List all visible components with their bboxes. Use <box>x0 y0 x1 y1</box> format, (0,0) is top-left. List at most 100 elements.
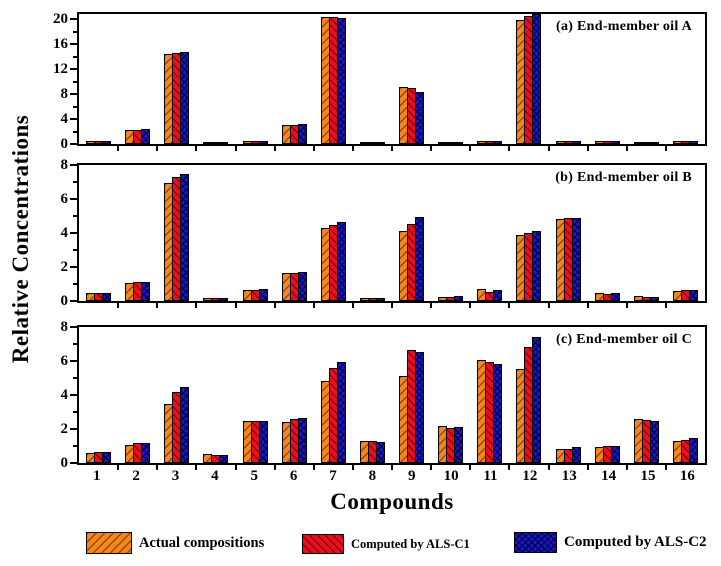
bar-c2-compound-7 <box>336 221 346 301</box>
x-axis-tick <box>273 465 276 470</box>
bar-c2-compound-4 <box>219 297 229 301</box>
bar-group-compound-12 <box>509 14 548 144</box>
bar-c2-compound-3 <box>180 52 190 144</box>
bar-group-compound-9 <box>392 14 431 144</box>
bar-c2-compound-8 <box>375 297 385 301</box>
bar-c2-compound-9 <box>415 91 425 144</box>
x-axis-tick <box>234 303 237 308</box>
y-axis-tick <box>70 93 77 95</box>
x-axis-tick-label: 9 <box>407 468 416 484</box>
y-axis-tick-label: 4 <box>60 225 69 241</box>
x-axis-tick-label: 12 <box>522 468 538 484</box>
y-axis-tick-label: 4 <box>60 387 69 403</box>
x-axis-tick <box>195 146 198 151</box>
bar-c2-compound-1 <box>102 292 112 301</box>
x-axis-tick <box>312 303 315 308</box>
x-axis-tick-labels: 1 2 3 4 5 6 7 8 9 10 11 12 13 14 15 16 <box>77 468 707 485</box>
bar-c2-compound-6 <box>297 417 307 463</box>
x-axis-tick-label: 14 <box>601 468 617 484</box>
bar-group-compound-8 <box>353 14 392 144</box>
bar-group-compound-14 <box>588 327 627 463</box>
y-axis-minor-tick <box>73 445 77 447</box>
bar-c2-compound-15 <box>649 142 659 144</box>
bar-c2-compound-13 <box>571 217 581 301</box>
bar-group-compound-13 <box>549 327 588 463</box>
x-axis-tick <box>312 465 315 470</box>
chart-panel-c: 0 2 4 6 8 (c) End-member oil C <box>61 319 707 471</box>
bar-c2-compound-16 <box>688 140 698 144</box>
bar-c2-compound-5 <box>258 421 268 463</box>
bar-c2-compound-2 <box>141 129 151 144</box>
bar-group-compound-12 <box>509 327 548 463</box>
x-axis-tick <box>430 303 433 308</box>
bar-group-compound-6 <box>275 165 314 301</box>
x-axis-tick <box>430 146 433 151</box>
bar-group-compound-8 <box>353 327 392 463</box>
x-axis-tick <box>117 146 120 151</box>
y-axis-tick <box>70 118 77 120</box>
bar-group-compound-13 <box>549 165 588 301</box>
y-axis-tick-label: 8 <box>60 157 69 173</box>
y-axis-tick-label: 12 <box>53 61 68 77</box>
bar-group-compound-10 <box>431 14 470 144</box>
y-axis-minor-tick <box>73 55 77 58</box>
bar-group-compound-15 <box>627 165 666 301</box>
bar-c2-compound-11 <box>493 140 503 144</box>
bar-c2-compound-4 <box>219 142 229 144</box>
x-axis-tick <box>469 465 472 470</box>
x-axis-tick <box>391 465 393 470</box>
x-axis-tick-label: 5 <box>250 468 258 484</box>
x-axis-tick <box>351 303 354 308</box>
bar-c2-compound-9 <box>415 216 425 301</box>
bar-group-compound-13 <box>549 14 588 144</box>
x-axis-tick <box>351 465 354 470</box>
x-axis-tick <box>547 303 550 308</box>
x-axis-tick <box>664 303 667 308</box>
y-axis-tick <box>70 164 77 166</box>
bar-c2-compound-2 <box>141 442 151 463</box>
bar-group-compound-1 <box>79 165 118 301</box>
bar-group-compound-4 <box>196 14 235 144</box>
y-axis-tick-label: 20 <box>53 11 68 27</box>
x-axis-tick <box>664 146 667 151</box>
panel-label-b: (b) End-member oil B <box>555 170 692 185</box>
bar-group-compound-6 <box>275 14 314 144</box>
y-axis-tick <box>70 143 77 145</box>
y-axis-minor-tick <box>73 181 77 183</box>
bar-c2-compound-5 <box>258 140 268 144</box>
bar-c2-compound-14 <box>610 293 620 301</box>
x-axis-tick <box>469 146 472 151</box>
bar-c2-compound-11 <box>493 364 503 463</box>
bar-group-compound-7 <box>314 327 353 463</box>
bar-c2-compound-3 <box>180 174 190 301</box>
bar-group-compound-6 <box>275 327 314 463</box>
x-axis-tick <box>625 465 628 470</box>
y-axis-tick-label: 0 <box>60 136 69 152</box>
bar-group-compound-5 <box>236 327 275 463</box>
bar-group-compound-9 <box>392 327 431 463</box>
y-axis-title: Relative Concentrations <box>8 114 33 364</box>
y-axis-minor-tick <box>73 130 77 133</box>
x-axis-tick-label: 10 <box>443 468 459 484</box>
chart-panel-a: 0 4 8 12 16 20 (a) End-member oil A <box>53 11 707 152</box>
bar-c2-compound-5 <box>258 289 268 301</box>
bar-c2-compound-11 <box>493 289 503 301</box>
y-axis-tick <box>70 300 77 302</box>
y-axis-tick <box>70 326 77 328</box>
bar-group-compound-16 <box>666 165 705 301</box>
x-axis-tick <box>469 303 472 308</box>
y-axis-tick <box>70 198 77 200</box>
bar-c2-compound-14 <box>610 140 620 144</box>
bar-group-compound-9 <box>392 165 431 301</box>
bar-group-compound-5 <box>236 14 275 144</box>
bar-area <box>79 327 705 463</box>
bar-group-compound-11 <box>470 327 509 463</box>
y-axis-tick <box>70 428 77 430</box>
bar-group-compound-1 <box>79 14 118 144</box>
bar-c2-compound-14 <box>610 446 620 463</box>
bar-c2-compound-16 <box>688 438 698 463</box>
bar-group-compound-7 <box>314 165 353 301</box>
x-axis-tick <box>508 146 511 151</box>
x-axis-tick-label: 16 <box>679 468 695 484</box>
